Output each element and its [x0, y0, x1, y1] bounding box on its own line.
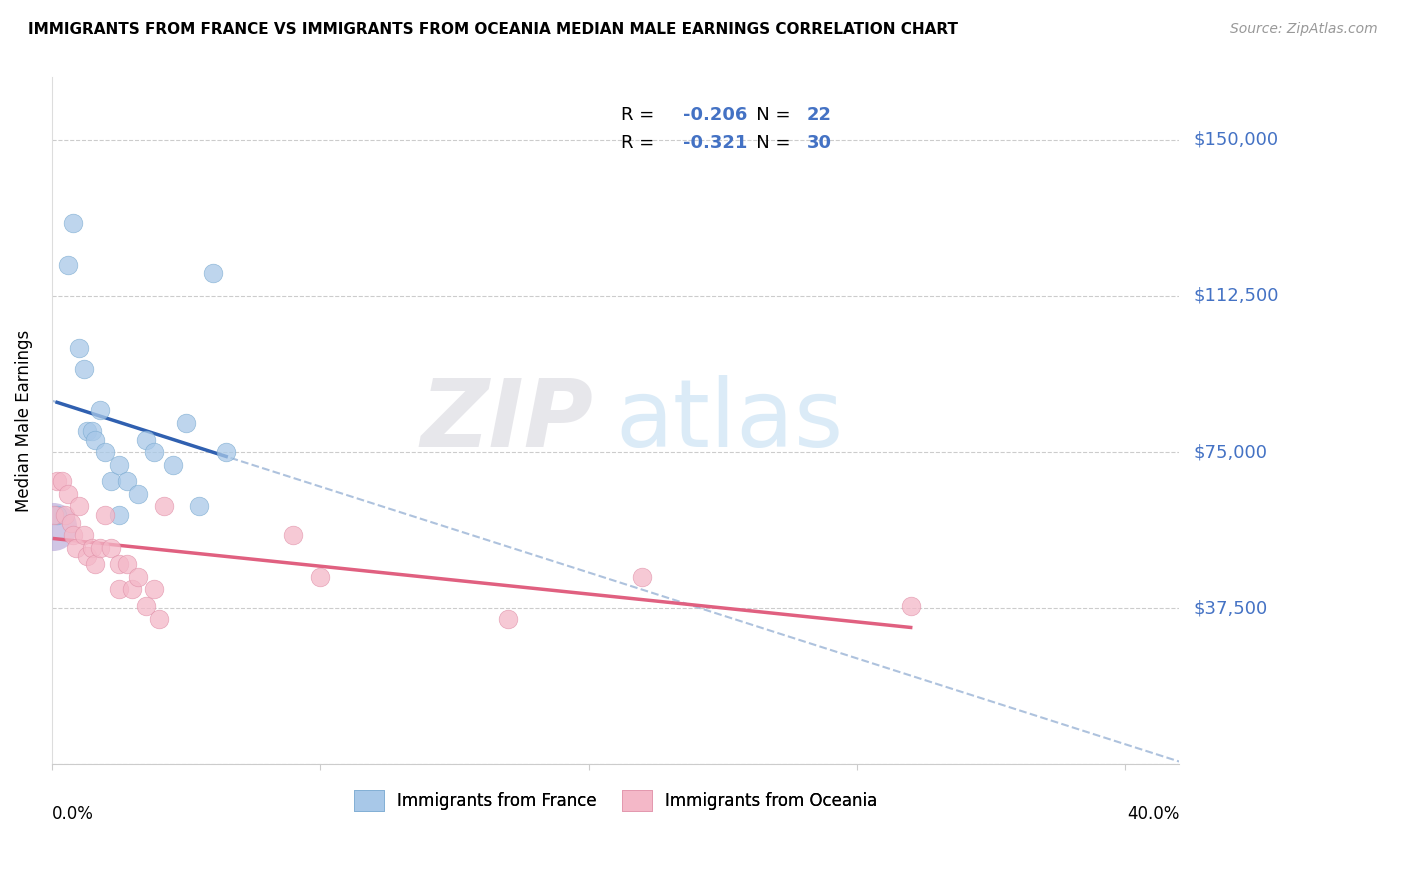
Point	[83, 558, 105, 572]
Point	[89, 541, 111, 555]
Point	[53, 508, 76, 522]
Point	[309, 570, 332, 584]
Point	[153, 499, 176, 513]
Point	[900, 599, 922, 613]
Point	[127, 570, 149, 584]
Point	[215, 445, 238, 459]
Point	[94, 445, 117, 459]
Point	[76, 424, 98, 438]
Point	[135, 433, 157, 447]
Point	[80, 541, 103, 555]
Text: $150,000: $150,000	[1194, 131, 1278, 149]
Text: 22: 22	[807, 106, 832, 124]
Point	[94, 508, 117, 522]
Text: N =: N =	[740, 134, 797, 152]
Point	[62, 216, 84, 230]
Point	[127, 486, 149, 500]
Point	[46, 508, 69, 522]
Point	[188, 499, 211, 513]
Point	[174, 416, 197, 430]
Point	[496, 611, 519, 625]
Point	[142, 445, 165, 459]
Text: -0.321: -0.321	[683, 134, 748, 152]
Point	[631, 570, 654, 584]
Point	[59, 516, 82, 530]
Text: $112,500: $112,500	[1194, 287, 1278, 305]
Point	[148, 611, 170, 625]
Point	[108, 458, 131, 472]
Text: IMMIGRANTS FROM FRANCE VS IMMIGRANTS FROM OCEANIA MEDIAN MALE EARNINGS CORRELATI: IMMIGRANTS FROM FRANCE VS IMMIGRANTS FRO…	[28, 22, 957, 37]
Text: $75,000: $75,000	[1194, 443, 1267, 461]
Point	[283, 528, 305, 542]
Point	[65, 541, 87, 555]
Point	[80, 424, 103, 438]
Point	[46, 474, 69, 488]
Point	[142, 582, 165, 597]
Point	[62, 528, 84, 542]
Point	[67, 499, 90, 513]
Point	[100, 541, 122, 555]
Point	[135, 599, 157, 613]
Text: Source: ZipAtlas.com: Source: ZipAtlas.com	[1230, 22, 1378, 37]
Point	[73, 361, 96, 376]
Text: 0.0%: 0.0%	[52, 805, 94, 823]
Point	[115, 558, 138, 572]
Point	[67, 341, 90, 355]
Text: N =: N =	[740, 106, 797, 124]
Point	[56, 258, 79, 272]
Point	[44, 508, 66, 522]
Point	[42, 520, 65, 534]
Text: R =: R =	[621, 134, 659, 152]
Point	[108, 582, 131, 597]
Point	[121, 582, 143, 597]
Text: R =: R =	[621, 106, 659, 124]
Point	[100, 474, 122, 488]
Text: 30: 30	[807, 134, 832, 152]
Text: ZIP: ZIP	[420, 375, 593, 467]
Point	[83, 433, 105, 447]
Y-axis label: Median Male Earnings: Median Male Earnings	[15, 330, 32, 512]
Text: -0.206: -0.206	[683, 106, 748, 124]
Point	[73, 528, 96, 542]
Point	[56, 486, 79, 500]
Point	[89, 403, 111, 417]
Point	[115, 474, 138, 488]
Text: 40.0%: 40.0%	[1126, 805, 1180, 823]
Point	[108, 508, 131, 522]
Point	[51, 474, 73, 488]
Text: atlas: atlas	[616, 375, 844, 467]
Point	[162, 458, 184, 472]
Text: $37,500: $37,500	[1194, 599, 1267, 617]
Legend: Immigrants from France, Immigrants from Oceania: Immigrants from France, Immigrants from …	[347, 783, 884, 818]
Point	[76, 549, 98, 563]
Point	[108, 558, 131, 572]
Point	[201, 266, 224, 280]
